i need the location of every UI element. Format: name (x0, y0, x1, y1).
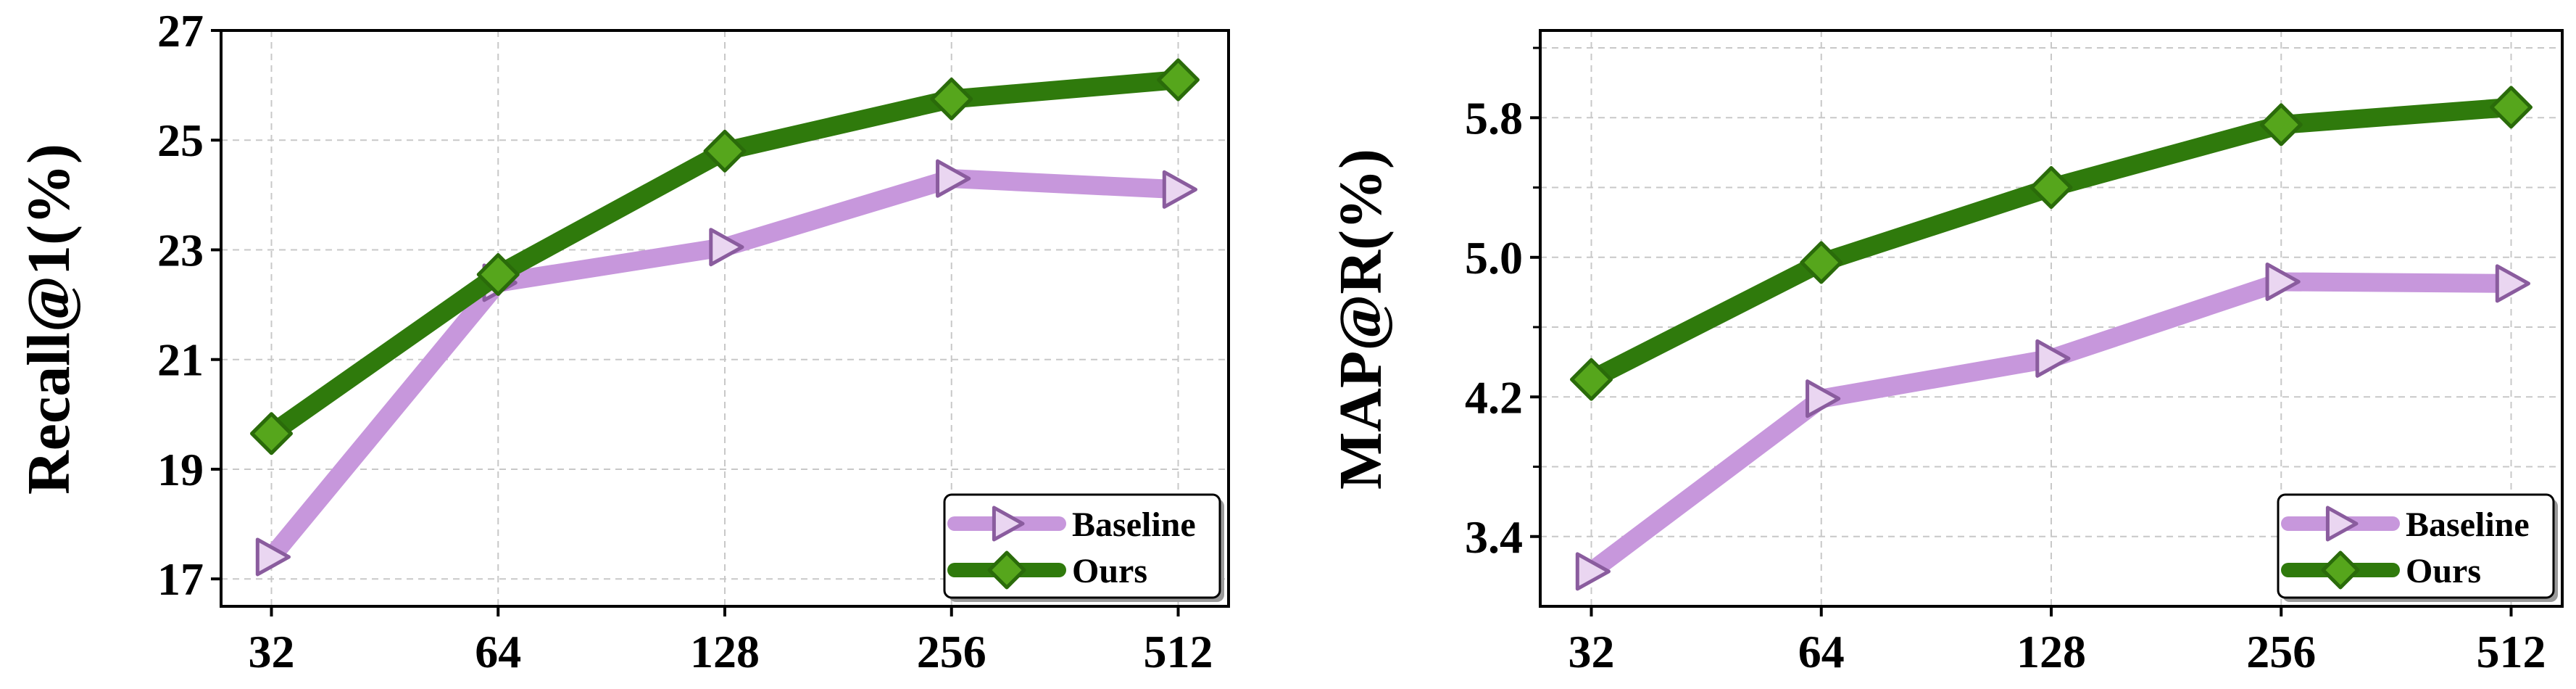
x-tick-label: 32 (1569, 626, 1615, 677)
legend-marker-ours (987, 550, 1026, 590)
legend-marker-ours (2321, 550, 2360, 590)
y-axis-label: MAP@R(%) (1327, 149, 1395, 490)
y-tick-label: 17 (157, 553, 204, 605)
data-point-ours (1157, 58, 1200, 102)
y-tick-label: 5.8 (1465, 92, 1523, 144)
x-tick-label: 128 (690, 626, 760, 677)
y-tick-label: 5.0 (1465, 232, 1523, 284)
data-point-ours (1570, 358, 1613, 401)
x-tick-label: 256 (2246, 626, 2316, 677)
data-point-ours (2029, 166, 2073, 210)
data-point-ours (476, 253, 520, 297)
data-point-baseline (2265, 262, 2301, 301)
legend-marker-baseline (992, 506, 1025, 542)
x-tick-label: 512 (2477, 626, 2546, 677)
map-chart-panel: 32 64 128 256 512 3.4 4.2 5.0 5.8 MAP@R(%) Baselin… (1327, 29, 2564, 677)
data-point-baseline (2495, 264, 2530, 303)
legend-label-ours: Ours (1072, 552, 1147, 590)
recall-chart-panel: 32 64 128 256 512 17 19 21 23 25 27 Recall@1(%) Base… (15, 5, 1230, 677)
y-tick-label: 27 (157, 5, 204, 57)
data-point-ours (930, 78, 973, 121)
legend-marker-baseline (2325, 506, 2359, 542)
data-point-ours (703, 129, 747, 173)
data-point-baseline (709, 228, 744, 267)
legend-label-baseline: Baseline (1072, 506, 1196, 544)
data-point-ours (1800, 241, 1843, 284)
data-point-baseline (255, 537, 291, 577)
data-point-baseline (1806, 379, 1841, 418)
y-tick-label: 3.4 (1465, 511, 1523, 563)
data-point-baseline (1575, 552, 1611, 591)
y-axis-label: Recall@1(%) (15, 144, 83, 495)
x-tick-label: 32 (249, 626, 295, 677)
x-tick-label: 512 (1144, 626, 1213, 677)
x-tick-label: 64 (475, 626, 521, 677)
y-tick-label: 23 (157, 224, 204, 276)
data-point-baseline (1162, 170, 1197, 209)
x-tick-label: 64 (1798, 626, 1845, 677)
y-tick-label: 25 (157, 115, 204, 166)
y-tick-label: 4.2 (1465, 371, 1523, 423)
legend-label-ours: Ours (2406, 552, 2481, 590)
y-tick-label: 19 (157, 444, 204, 495)
data-point-baseline (936, 159, 971, 198)
data-point-ours (250, 412, 293, 455)
legend-label-baseline: Baseline (2406, 506, 2530, 544)
y-tick-label: 21 (157, 334, 204, 386)
data-point-baseline (2035, 339, 2071, 378)
data-point-ours (2490, 86, 2533, 129)
data-point-ours (2259, 103, 2303, 147)
x-tick-label: 256 (917, 626, 986, 677)
x-tick-label: 128 (2016, 626, 2086, 677)
